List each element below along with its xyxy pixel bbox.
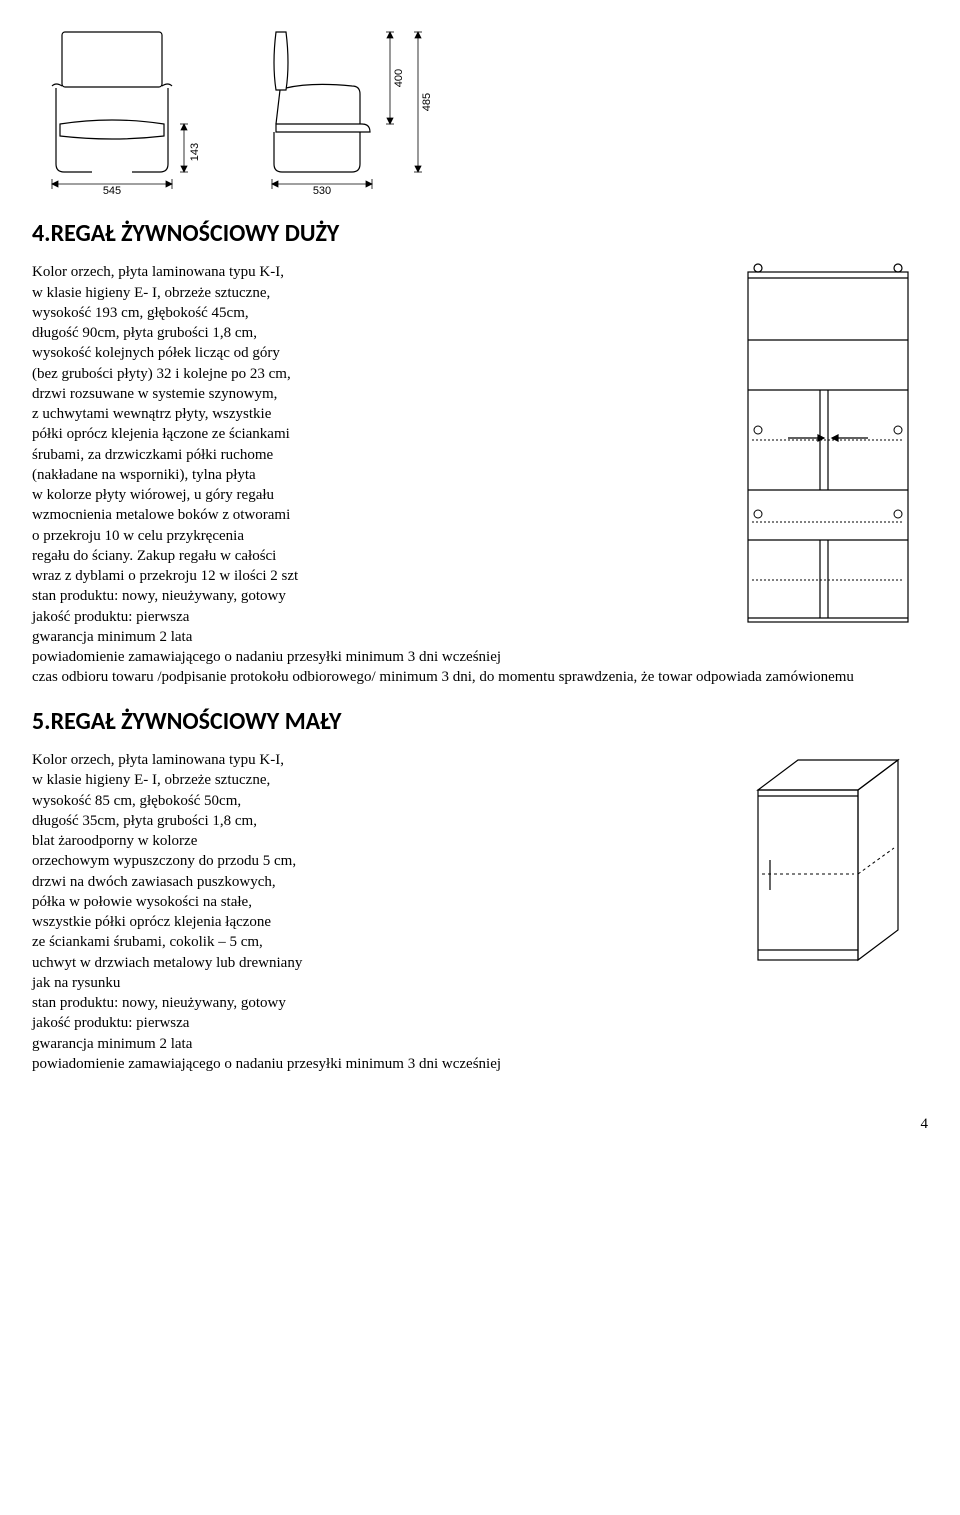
section4-body-left: Kolor orzech, płyta laminowana typu K-I,…: [32, 262, 696, 647]
section4-body-full: powiadomienie zamawiającego o nadaniu pr…: [32, 647, 928, 688]
page-number: 4: [32, 1114, 928, 1134]
section5-heading: 5.REGAŁ ŻYWNOŚCIOWY MAŁY: [32, 706, 928, 738]
section5-body: Kolor orzech, płyta laminowana typu K-I,…: [32, 750, 696, 1074]
tall-cabinet-figure: [728, 262, 928, 642]
section4-block: Kolor orzech, płyta laminowana typu K-I,…: [32, 262, 928, 647]
chair-side-total-height-label: 485: [421, 93, 433, 111]
chair-dimension-figure: 143 545: [32, 24, 928, 194]
chair-side-view: 400 485 530: [242, 24, 442, 194]
chair-front-width-label: 545: [103, 185, 121, 194]
chair-side-back-height-label: 400: [393, 69, 405, 87]
section5-text: Kolor orzech, płyta laminowana typu K-I,…: [32, 750, 696, 1074]
chair-side-width-label: 530: [313, 185, 331, 194]
chair-front-seat-height-label: 143: [189, 143, 201, 161]
small-cabinet-figure: [728, 750, 928, 980]
section4-text-left: Kolor orzech, płyta laminowana typu K-I,…: [32, 262, 696, 647]
section4-heading: 4.REGAŁ ŻYWNOŚCIOWY DUŻY: [32, 218, 928, 250]
section5-block: Kolor orzech, płyta laminowana typu K-I,…: [32, 750, 928, 1074]
chair-front-view: 143 545: [32, 24, 202, 194]
